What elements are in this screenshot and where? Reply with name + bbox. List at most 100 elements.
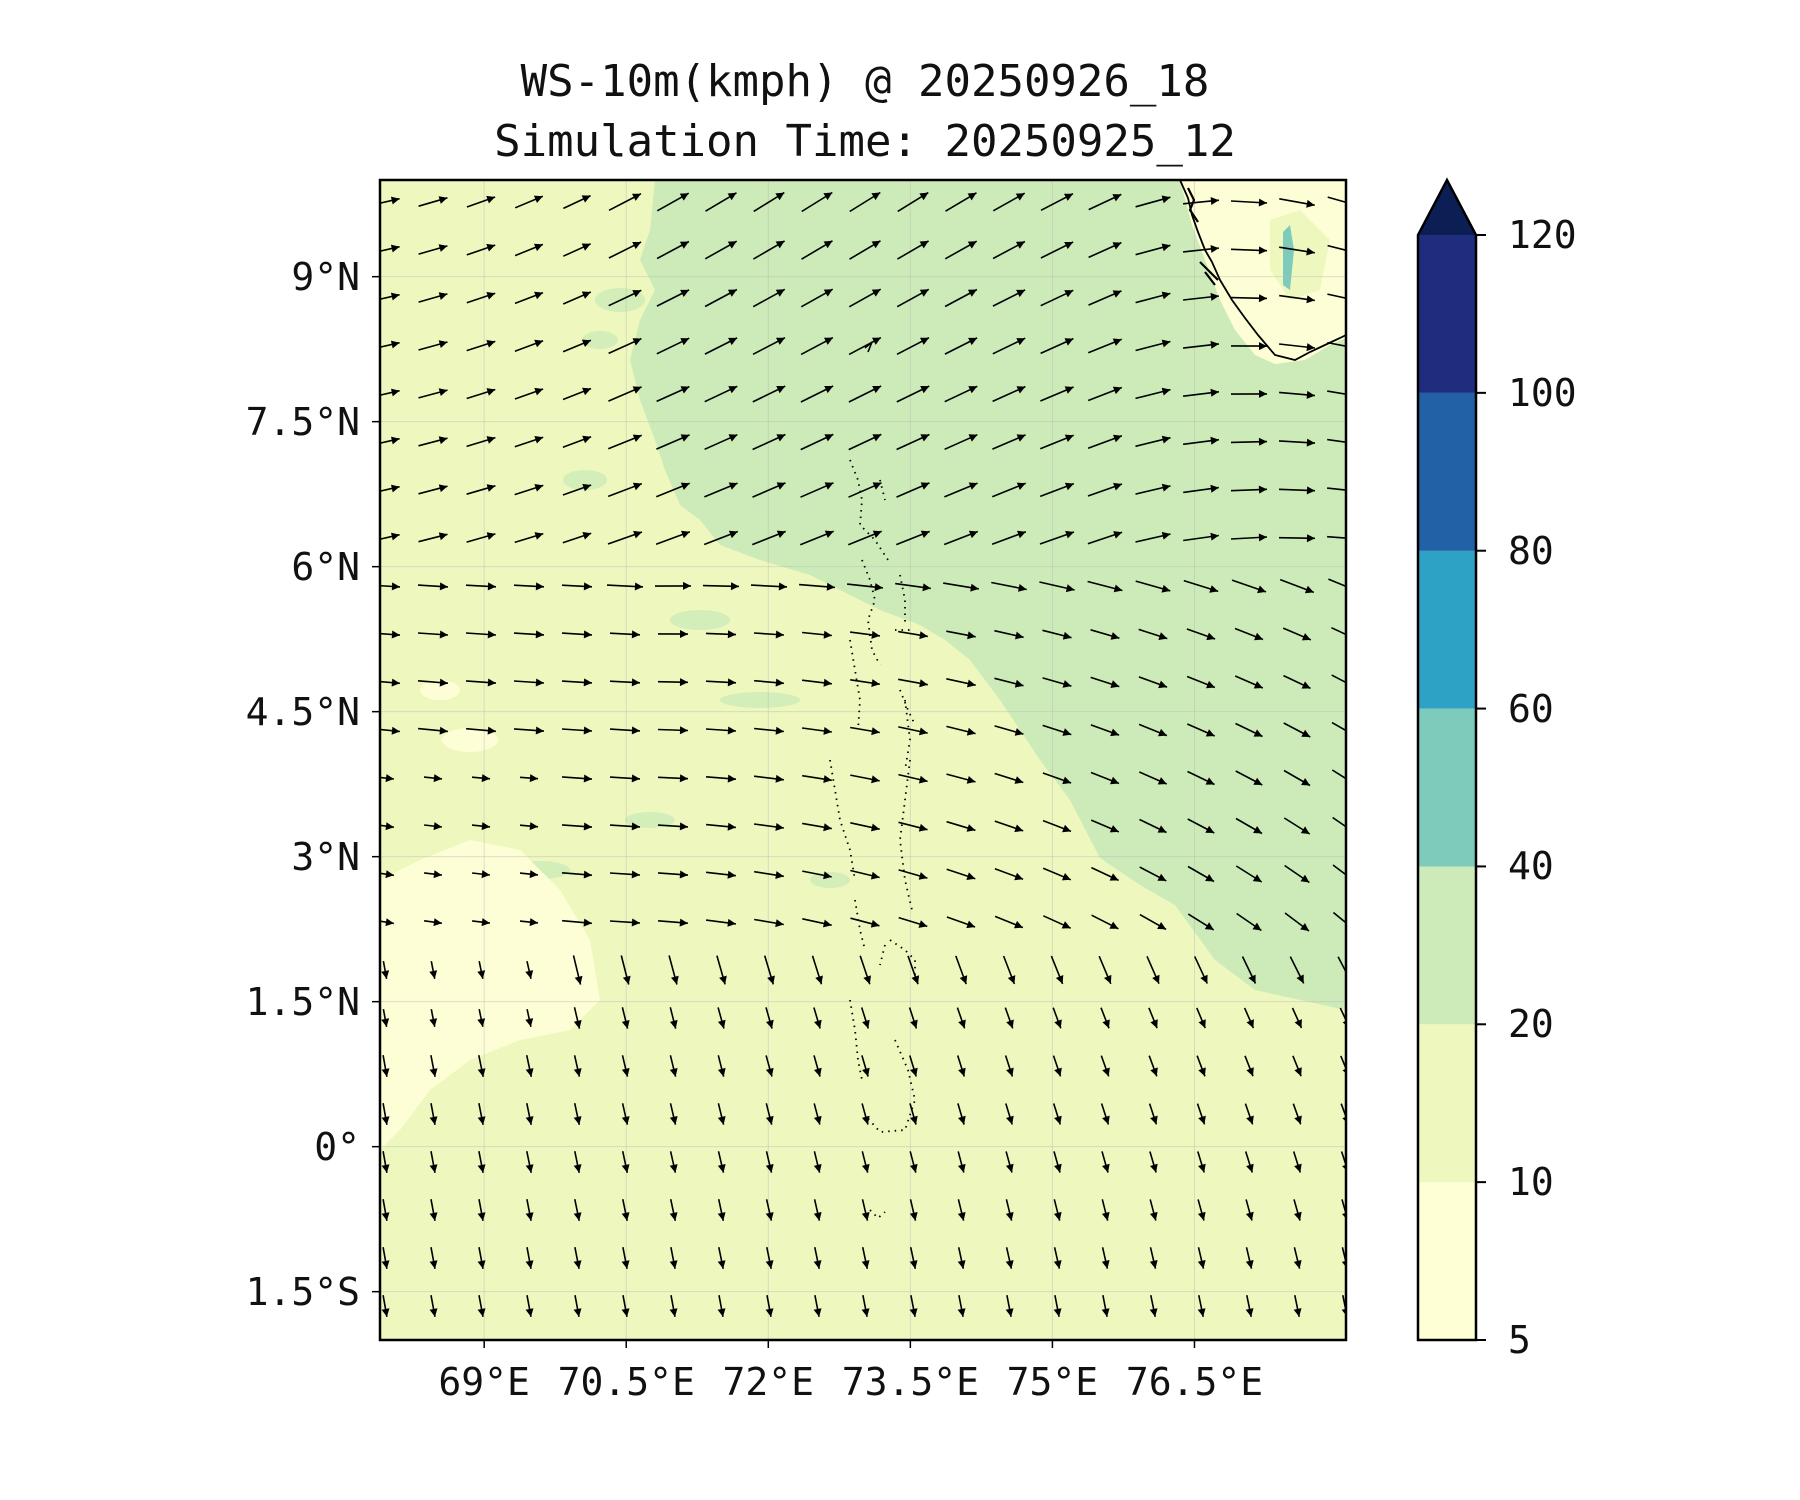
wind-arrow (898, 630, 928, 640)
wind-arrow (513, 630, 545, 639)
wind-arrow (849, 240, 881, 260)
wind-arrow (800, 433, 834, 451)
wind-arrow (1282, 627, 1312, 641)
wind-arrow (909, 1103, 918, 1125)
wind-arrow (424, 822, 442, 831)
wind-arrow (657, 870, 689, 879)
wind-arrow (514, 484, 544, 496)
wind-arrow (895, 582, 931, 592)
wind-arrow (621, 1103, 630, 1125)
wind-arrow (861, 1295, 870, 1317)
wind-arrow (466, 532, 496, 543)
wind-arrow (466, 340, 496, 352)
wind-arrow (609, 726, 641, 735)
wind-arrow (1245, 1247, 1254, 1269)
wind-arrow (946, 630, 976, 640)
wind-arrow (750, 582, 788, 591)
wind-arrow (657, 822, 689, 831)
wind-arrow (909, 1199, 918, 1221)
wind-arrow (1087, 531, 1123, 545)
wind-arrow (477, 1151, 486, 1173)
wind-arrow (1279, 246, 1315, 256)
wind-arrow (656, 289, 690, 307)
wind-arrow (957, 1103, 966, 1125)
wind-arrow (609, 870, 641, 879)
wind-arrow (1241, 956, 1257, 984)
wind-arrow (466, 388, 496, 400)
colorbar-segment (1418, 1182, 1476, 1340)
lat-tick-label: 6°N (291, 544, 360, 589)
wind-arrow (621, 1151, 630, 1173)
wind-arrow (380, 484, 400, 493)
wind-arrow (1284, 864, 1310, 884)
wind-arrow (1245, 1199, 1254, 1221)
island-chain (861, 559, 881, 666)
wind-arrow (465, 630, 497, 639)
wind-arrow (1187, 770, 1215, 786)
wind-arrow (1135, 387, 1171, 400)
wind-arrow (850, 774, 880, 784)
wind-arrow (669, 1247, 678, 1269)
wind-arrow (705, 192, 737, 212)
wind-arrow (466, 195, 496, 208)
wind-arrow (1278, 438, 1316, 447)
lat-tick-label: 0° (314, 1124, 360, 1169)
wind-arrow (381, 1295, 390, 1317)
wind-arrow (1289, 956, 1305, 984)
wind-arrow (1230, 485, 1268, 494)
wind-arrow (1283, 769, 1311, 787)
wind-arrow (1101, 1199, 1110, 1221)
wind-arrow (380, 340, 400, 349)
wind-arrow (860, 1007, 870, 1029)
wind-arrow (380, 582, 401, 591)
wind-arrow (477, 1103, 486, 1125)
wind-arrow (418, 484, 448, 495)
wind-arrow (1050, 955, 1064, 985)
wind-arrow (1139, 866, 1167, 882)
wind-arrow (1245, 1295, 1254, 1317)
wind-arrow (669, 1151, 678, 1173)
wind-arrow (573, 1199, 582, 1221)
wind-arrow (1053, 1199, 1062, 1221)
wind-arrow (1135, 435, 1171, 448)
wind-arrow (429, 1295, 438, 1317)
wind-arrow (561, 630, 593, 639)
lat-tick-label: 4.5°N (245, 689, 360, 734)
wind-arrow (1183, 245, 1219, 253)
wind-arrow (609, 678, 641, 687)
wind-arrow (800, 288, 834, 308)
wind-arrow (1284, 912, 1310, 932)
wind-arrow (1002, 955, 1016, 985)
wind-arrow (381, 1247, 390, 1269)
field-strong-patch (1283, 225, 1294, 290)
wind-arrow (848, 336, 882, 356)
wind-arrow (417, 630, 449, 639)
colorbar-segment (1418, 866, 1476, 1025)
wind-arrow (754, 774, 784, 783)
wind-arrow (861, 1055, 870, 1077)
wind-arrow (909, 1055, 918, 1077)
wind-arrow (811, 955, 823, 985)
wind-arrow (609, 918, 641, 927)
wind-arrow (705, 774, 737, 783)
wind-arrow (703, 530, 739, 546)
wind-arrow (418, 196, 448, 207)
wind-arrow (519, 774, 539, 783)
wind-arrow (1139, 818, 1167, 834)
wind-arrow (472, 918, 490, 927)
wind-arrow (466, 726, 496, 735)
wind-arrow (573, 1055, 582, 1077)
wind-arrow (946, 773, 976, 784)
wind-arrow (956, 1055, 966, 1077)
wind-arrow (381, 1103, 390, 1125)
wind-arrow (1244, 1103, 1254, 1125)
wind-arrow (1101, 1247, 1110, 1269)
lat-tick-label: 9°N (291, 254, 360, 299)
wind-arrow (896, 433, 930, 451)
wind-arrow (1235, 770, 1263, 786)
wind-arrow (513, 678, 545, 687)
wind-arrow (848, 385, 882, 403)
wind-arrow (898, 678, 928, 688)
wind-arrow (802, 678, 832, 687)
wind-arrow (765, 1247, 774, 1269)
